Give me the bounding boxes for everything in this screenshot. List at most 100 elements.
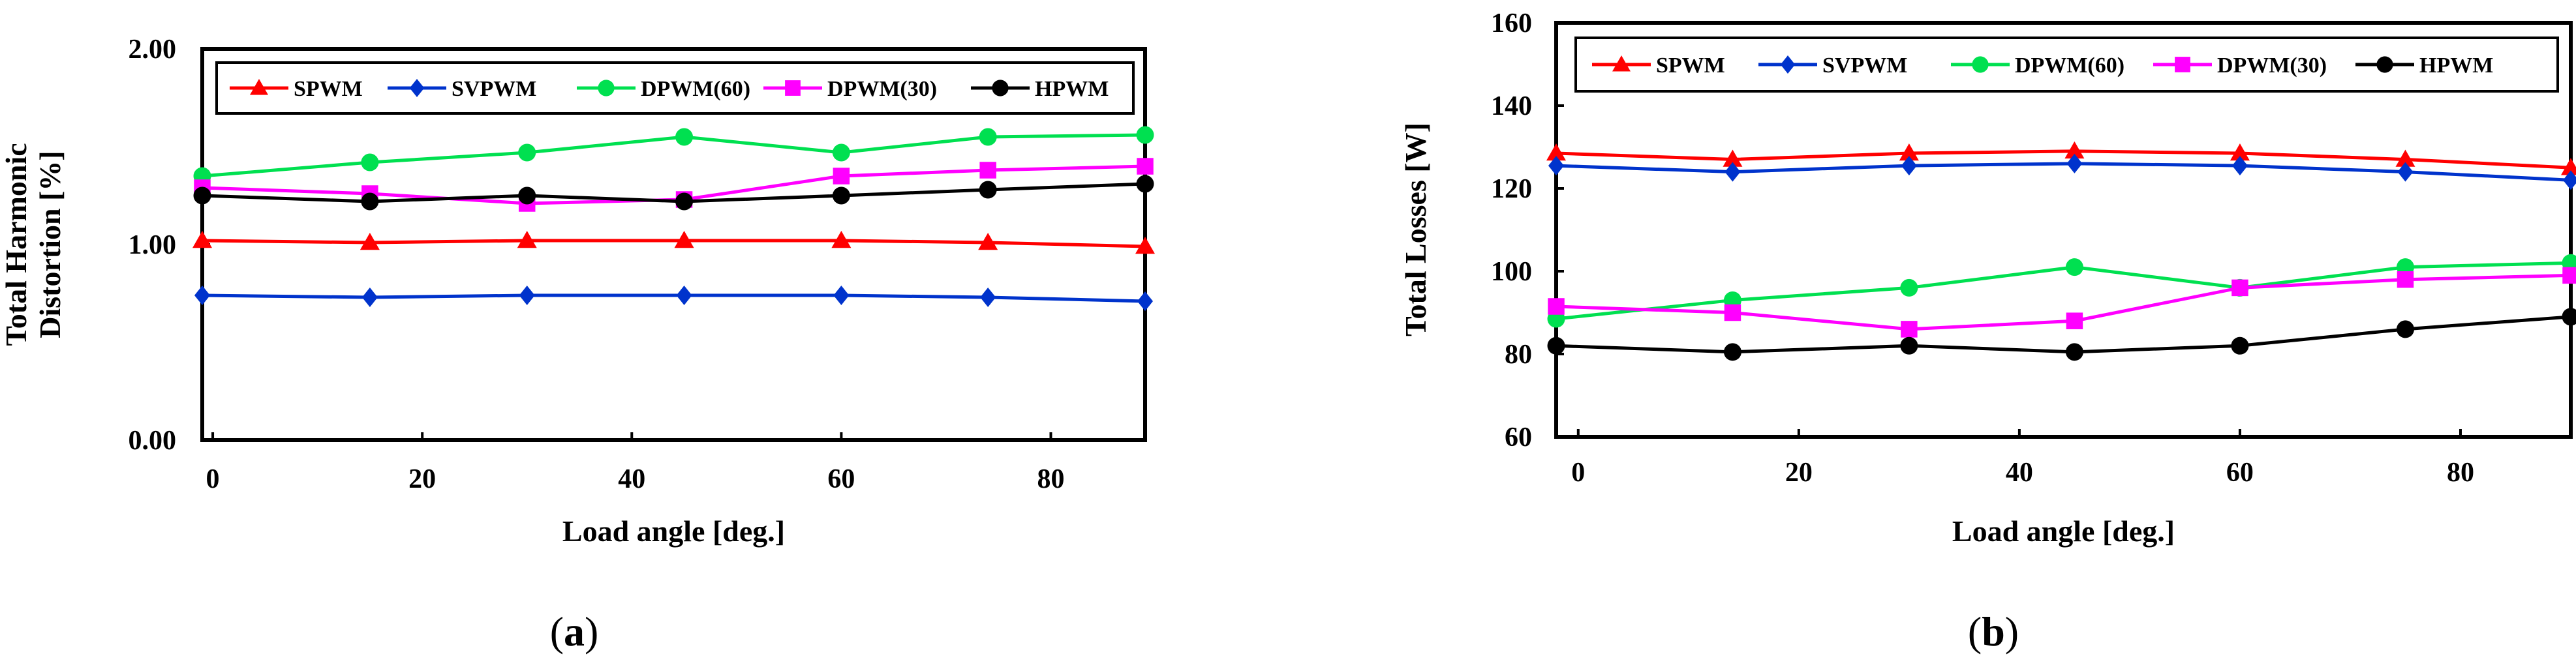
y-tick-label: 0.00 [129, 426, 177, 456]
series-spwm [192, 231, 1155, 254]
data-point [1723, 149, 1743, 167]
legend-marker [992, 80, 1009, 96]
data-point [360, 233, 380, 250]
data-point [517, 231, 537, 248]
data-point [2065, 258, 2083, 276]
data-point [2064, 141, 2085, 159]
legend-label: HPWM [2419, 53, 2493, 78]
data-point [1137, 291, 1153, 311]
data-point [1724, 304, 1741, 321]
data-point [1900, 278, 1918, 297]
x-tick-label: 80 [1037, 464, 1065, 494]
legend-label: SVPWM [1822, 53, 1907, 78]
y-tick-label: 2.00 [129, 35, 177, 65]
plot-frame [1554, 21, 2573, 439]
data-point [2231, 156, 2248, 176]
legend-label: DPWM(60) [641, 77, 750, 101]
data-point [2066, 153, 2083, 173]
legend-marker [2175, 57, 2190, 72]
data-point [2066, 312, 2083, 329]
series-line [202, 293, 1146, 303]
data-point [518, 143, 536, 162]
data-point [1723, 343, 1741, 361]
x-axis-label: Load angle [deg.] [562, 514, 785, 548]
legend-marker [1780, 55, 1796, 74]
data-point [832, 143, 850, 162]
data-point [675, 192, 694, 211]
data-point [979, 128, 997, 146]
y-tick-label: 60 [1505, 422, 1532, 452]
data-point [1136, 126, 1154, 144]
series-hpwm [193, 175, 1154, 211]
data-point [2562, 267, 2576, 284]
legend-marker [1972, 56, 1989, 73]
legend-marker [785, 80, 801, 96]
panel-label: (a) [550, 608, 599, 655]
data-point [2230, 143, 2250, 161]
series-spwm [1546, 141, 2576, 175]
x-axis-label: Load angle [deg.] [1952, 514, 2175, 548]
legend-label: SVPWM [452, 77, 536, 101]
chart-2: 60 80 100 120 140 160 0 20 40 60 80 SPWM SVPWM DPWM(6… [1399, 8, 2576, 655]
legend-marker [1612, 55, 1631, 72]
x-tick-label: 40 [618, 464, 645, 494]
data-point [1548, 298, 1565, 315]
data-point [194, 286, 210, 305]
legend-label: HPWM [1035, 77, 1109, 101]
x-tick-label: 40 [2006, 458, 2033, 488]
data-point [2231, 279, 2248, 297]
y-tick-label: 160 [1491, 8, 1532, 38]
y-axis-label: Total Losses [W] [1399, 123, 1432, 336]
x-tick-label: 60 [2226, 458, 2254, 488]
data-point [979, 181, 997, 199]
data-point [1548, 156, 1564, 176]
series-hpwm [1547, 308, 2576, 361]
legend-marker [250, 79, 268, 95]
data-point [1137, 158, 1154, 175]
data-point [2396, 320, 2414, 338]
legend-label: DPWM(30) [827, 77, 937, 101]
legend-marker [598, 80, 615, 96]
legend-marker [409, 79, 425, 97]
legend-label: SPWM [294, 77, 363, 101]
data-point [2231, 336, 2249, 355]
y-tick-label: 120 [1491, 174, 1532, 204]
data-point [2065, 343, 2083, 361]
x-tick-label: 0 [1571, 458, 1585, 488]
data-point [831, 231, 851, 248]
y-tick-label: 140 [1491, 91, 1532, 121]
data-point [361, 288, 378, 307]
series-dpwm-30 [1548, 267, 2576, 338]
data-point [2395, 149, 2415, 167]
series-dpwm-60 [193, 126, 1154, 185]
data-point [675, 128, 694, 146]
data-point [980, 288, 996, 307]
data-point [2563, 170, 2576, 190]
data-point [1546, 143, 1566, 161]
data-point [979, 162, 996, 179]
data-point [2561, 158, 2576, 175]
series-line [202, 239, 1146, 248]
data-point [2397, 162, 2414, 182]
legend-label: DPWM(60) [2015, 53, 2124, 78]
series-line [202, 164, 1146, 205]
data-point [676, 286, 692, 305]
series-svpwm [1548, 153, 2576, 190]
panel-label: (b) [1968, 608, 2019, 655]
legend-marker [2376, 56, 2393, 73]
y-axis-label: Total HarmonicDistortion [%] [0, 143, 67, 346]
data-point [674, 231, 694, 248]
data-point [1901, 156, 1917, 176]
legend-label: SPWM [1656, 53, 1725, 78]
data-point [361, 192, 379, 211]
x-tick-label: 60 [827, 464, 855, 494]
y-tick-label: 100 [1491, 257, 1532, 287]
series-dpwm-60 [1547, 254, 2576, 328]
data-point [192, 231, 212, 248]
data-point [1725, 162, 1741, 182]
legend-label: DPWM(30) [2217, 53, 2327, 78]
series-svpwm [194, 286, 1153, 311]
data-point [193, 186, 211, 205]
y-tick-label: 1.00 [129, 230, 177, 260]
data-point [1899, 143, 1919, 161]
